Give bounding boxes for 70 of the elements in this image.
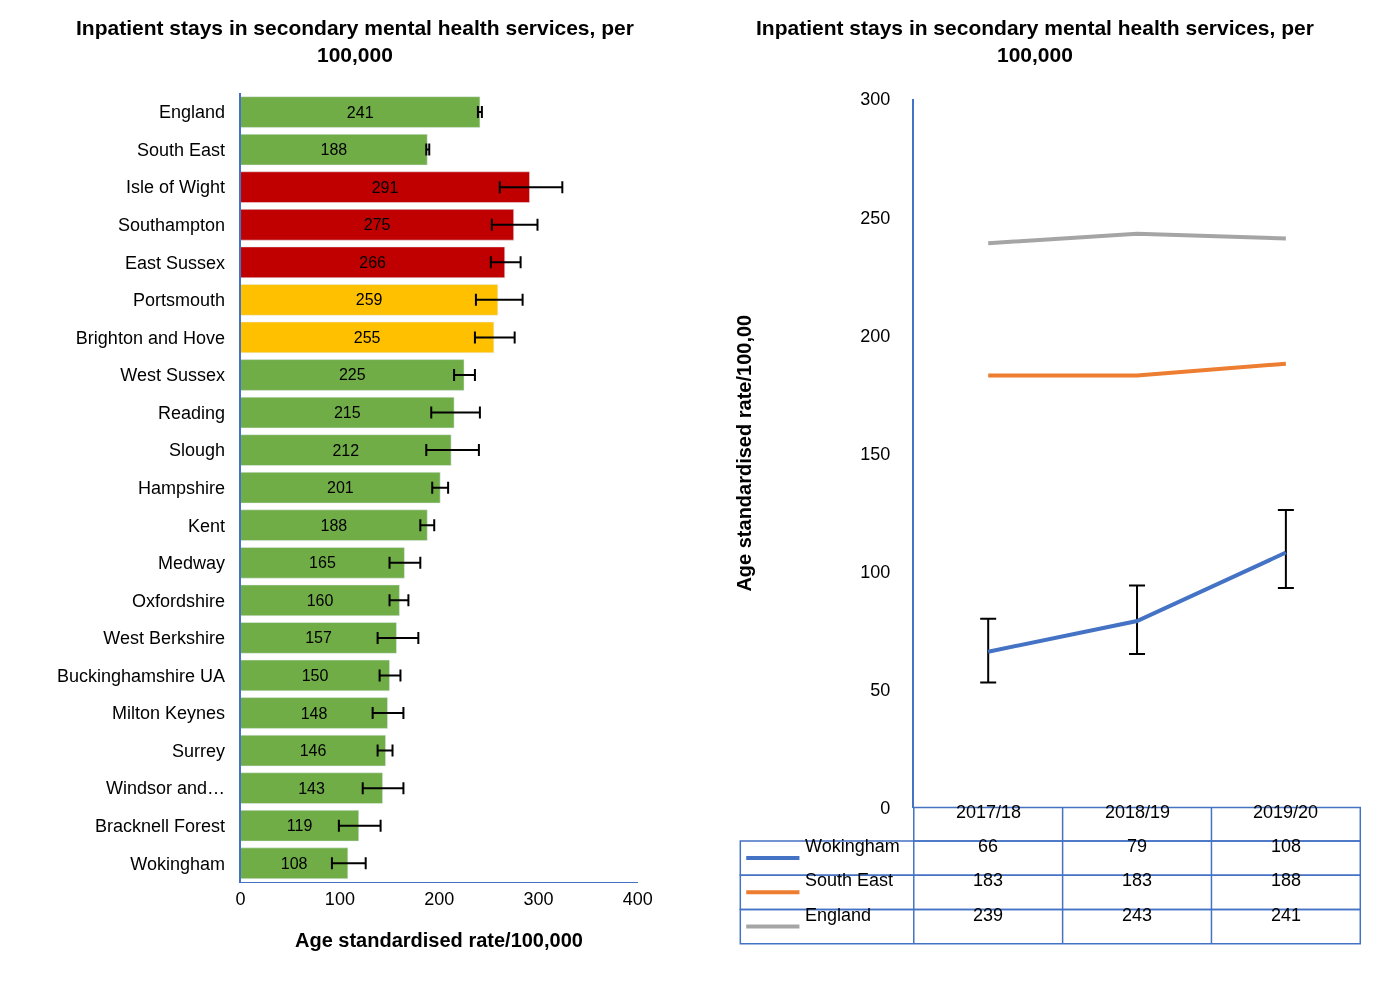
y-tick-label: 200 [860, 325, 891, 346]
data-label: 146 [299, 742, 327, 760]
y-tick-label: Surrey [171, 740, 225, 761]
data-label: 66 [978, 836, 999, 856]
y-tick-label: Hampshire [137, 477, 225, 498]
x-tick-label: 0 [235, 888, 246, 909]
chart-title: Inpatient stays in secondary mental health services, per 100,000 [76, 16, 634, 67]
data-label: 183 [973, 870, 1004, 890]
y-tick-label: Portsmouth [132, 290, 225, 311]
data-label: 119 [286, 817, 313, 835]
y-tick-label: 100 [860, 561, 891, 582]
y-tick-label: 150 [860, 443, 891, 464]
data-label: 188 [1271, 870, 1302, 890]
data-label: 183 [1122, 870, 1153, 890]
chart-title: Inpatient stays in secondary mental health services, per 100,000 [756, 16, 1314, 67]
x-axis-title: Age standardised rate/100,000 [295, 929, 583, 951]
x-tick-label: 100 [324, 888, 355, 909]
data-label: 241 [346, 103, 374, 121]
y-tick-label: West Berkshire [103, 628, 225, 649]
y-tick-label: Windsor and… [105, 778, 225, 799]
legend-label: England [805, 905, 872, 925]
data-label: 275 [363, 216, 391, 234]
y-tick-label: West Sussex [120, 365, 225, 386]
y-tick-label: 300 [860, 89, 891, 110]
data-label: 259 [355, 291, 383, 309]
data-label: 150 [301, 666, 329, 684]
data-label: 266 [359, 253, 387, 271]
x-tick-label: 2017/18 [956, 802, 1022, 822]
y-tick-label: 250 [860, 207, 891, 228]
y-tick-label: Milton Keynes [111, 703, 225, 724]
data-label: 188 [320, 516, 348, 534]
data-label: 165 [309, 554, 336, 572]
y-tick-label: Southampton [117, 215, 225, 236]
data-label: 160 [306, 591, 334, 609]
data-label: 225 [338, 366, 366, 384]
data-label: 291 [371, 178, 399, 196]
data-label: 212 [332, 441, 360, 459]
y-tick-label: Medway [157, 553, 225, 574]
y-axis-title: Age standardised rate/100,00 [732, 314, 755, 592]
x-tick-label: 200 [424, 888, 455, 909]
data-label: 79 [1127, 836, 1148, 856]
data-label: 108 [1271, 836, 1302, 856]
x-tick-label: 300 [523, 888, 554, 909]
y-tick-label: Brighton and Hove [75, 327, 225, 348]
data-label: 148 [300, 704, 328, 722]
y-tick-label: East Sussex [124, 252, 225, 273]
y-tick-label: Kent [187, 515, 225, 536]
y-tick-label: 50 [870, 679, 891, 700]
data-label: 143 [298, 779, 325, 797]
data-label: 157 [305, 629, 332, 647]
x-tick-label: 400 [622, 888, 653, 909]
data-label: 108 [280, 854, 308, 872]
data-label: 255 [353, 328, 381, 346]
x-tick-label: 2018/19 [1105, 802, 1171, 822]
y-tick-label: England [158, 102, 225, 123]
x-tick-label: 2019/20 [1253, 802, 1319, 822]
data-label: 241 [1271, 905, 1302, 925]
data-label: 239 [973, 905, 1004, 925]
data-label: 201 [326, 479, 354, 497]
y-tick-label: Oxfordshire [131, 590, 225, 611]
y-tick-label: Bracknell Forest [94, 815, 225, 836]
data-label: 215 [333, 404, 361, 422]
y-tick-label: Isle of Wight [125, 177, 225, 198]
y-tick-label: Buckinghamshire UA [56, 665, 225, 686]
y-tick-label: Reading [157, 402, 225, 423]
y-tick-label: South East [136, 139, 225, 160]
data-label: 188 [320, 141, 348, 159]
data-label: 243 [1122, 905, 1153, 925]
y-tick-label: Slough [168, 440, 225, 461]
y-tick-label: Wokingham [130, 853, 225, 874]
